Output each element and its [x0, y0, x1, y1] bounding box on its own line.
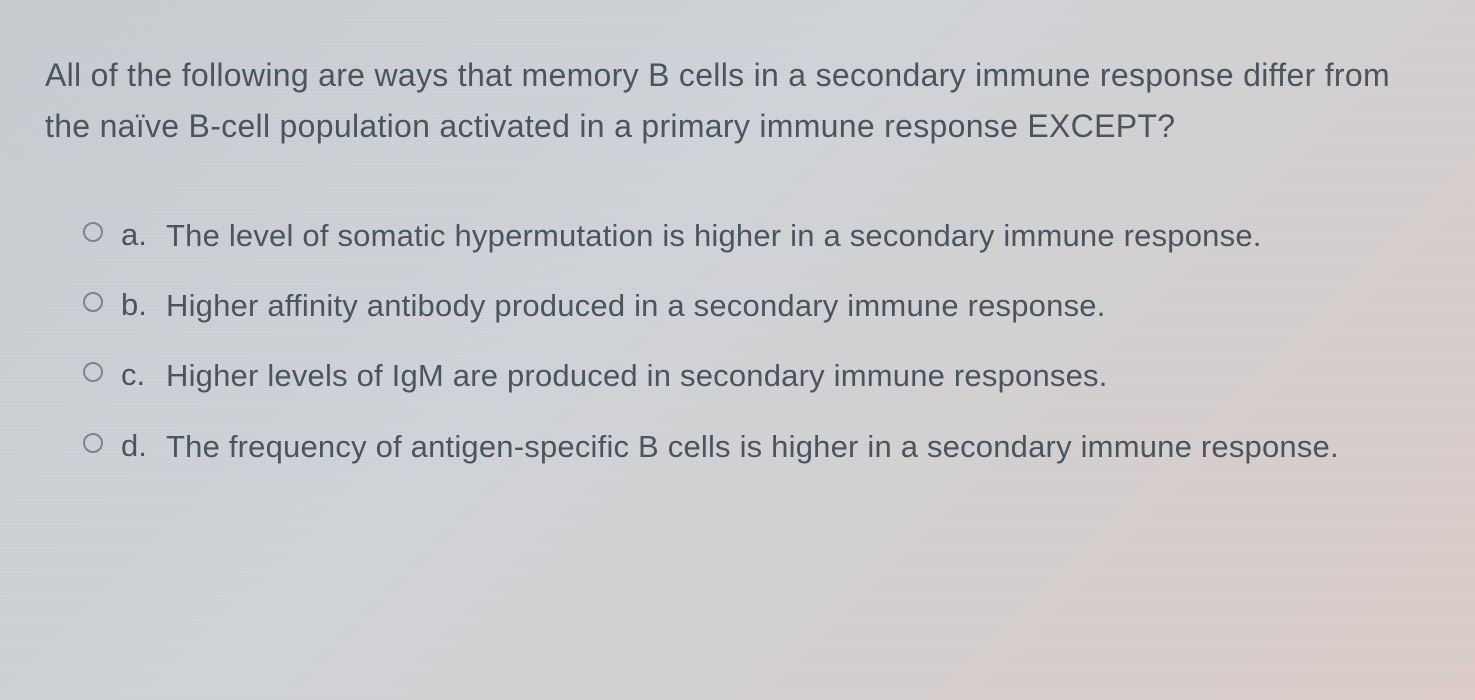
option-text-b: Higher affinity antibody produced in a s…: [166, 282, 1106, 330]
option-text-c: Higher levels of IgM are produced in sec…: [166, 352, 1108, 400]
option-content-d: d. The frequency of antigen-specific B c…: [121, 423, 1430, 471]
radio-button-a[interactable]: [83, 222, 103, 242]
option-text-a: The level of somatic hypermutation is hi…: [166, 212, 1262, 260]
radio-button-b[interactable]: [83, 292, 103, 312]
option-row-b[interactable]: b. Higher affinity antibody produced in …: [83, 282, 1430, 330]
option-row-d[interactable]: d. The frequency of antigen-specific B c…: [83, 423, 1430, 471]
option-content-b: b. Higher affinity antibody produced in …: [121, 282, 1430, 330]
option-label-d: d.: [121, 423, 156, 470]
radio-button-d[interactable]: [83, 433, 103, 453]
option-row-a[interactable]: a. The level of somatic hypermutation is…: [83, 212, 1430, 260]
question-text: All of the following are ways that memor…: [45, 50, 1430, 152]
options-container: a. The level of somatic hypermutation is…: [45, 212, 1430, 470]
option-row-c[interactable]: c. Higher levels of IgM are produced in …: [83, 352, 1430, 400]
option-label-c: c.: [121, 352, 156, 399]
option-text-d: The frequency of antigen-specific B cell…: [166, 423, 1339, 471]
option-label-b: b.: [121, 282, 156, 329]
option-content-c: c. Higher levels of IgM are produced in …: [121, 352, 1430, 400]
radio-button-c[interactable]: [83, 362, 103, 382]
option-content-a: a. The level of somatic hypermutation is…: [121, 212, 1430, 260]
option-label-a: a.: [121, 212, 156, 259]
